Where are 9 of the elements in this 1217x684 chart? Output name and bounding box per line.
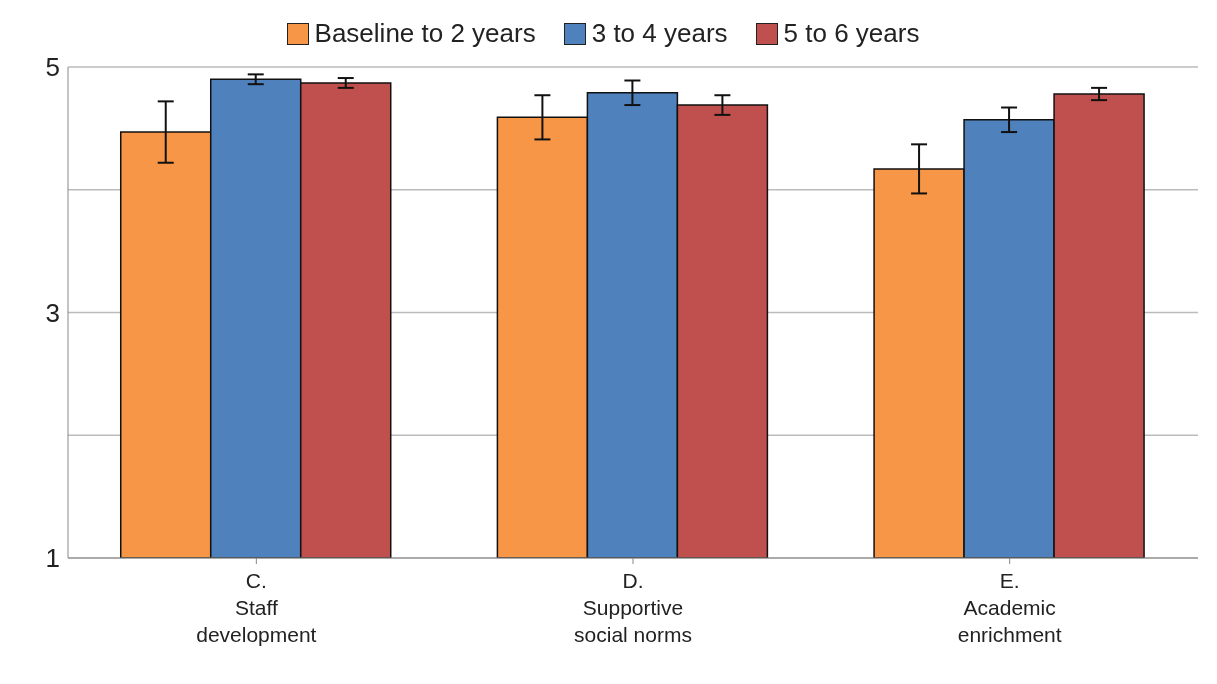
legend-label: 3 to 4 years	[591, 18, 728, 49]
legend-label: 5 to 6 years	[783, 18, 920, 49]
y-tick-label: 1	[45, 543, 60, 574]
y-tick-label: 3	[45, 297, 60, 328]
legend-label: Baseline to 2 years	[314, 18, 536, 49]
x-tick-label: D. Supportive social norms	[574, 569, 692, 646]
x-tick-label: E. Academic enrichment	[957, 569, 1062, 646]
y-tick-label: 5	[45, 52, 60, 83]
x-tick-label: C. Staff development	[196, 569, 317, 646]
